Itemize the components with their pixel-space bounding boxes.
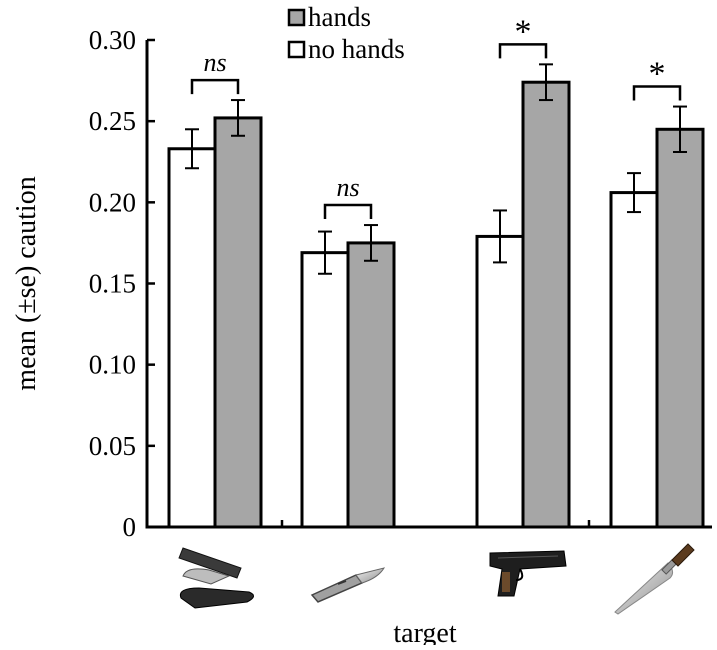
error-bar-hands-knife (673, 105, 687, 154)
gun-icon (489, 550, 567, 597)
legend-label: hands (308, 2, 371, 32)
target-icons (178, 543, 695, 615)
legend-item-hands: hands (287, 2, 371, 32)
error-bar-no-hands-scalpel (318, 230, 332, 275)
error-bar-hands-scalpel (364, 224, 378, 262)
bar-hands-stapler (213, 116, 263, 529)
y-tick-label: 0.30 (89, 25, 136, 55)
legend-swatch (287, 8, 306, 27)
error-bar-hands-gun (539, 63, 553, 102)
x-axis-title: target (393, 618, 456, 645)
significance-label: ns (336, 173, 359, 202)
y-tick-label: 0.15 (89, 269, 136, 299)
y-axis-title: mean (±se) caution (11, 176, 42, 390)
bar-no-hands-knife (609, 191, 659, 529)
significance-bracket-scalpel: ns (323, 173, 373, 220)
significance-bracket-knife: * (632, 56, 682, 101)
y-tick-label: 0.05 (89, 431, 136, 461)
bar-hands-knife (655, 127, 705, 529)
significance-bracket-stapler: ns (190, 48, 240, 95)
error-bar-hands-stapler (231, 99, 245, 137)
y-tick-label: 0 (123, 512, 137, 542)
bar-hands-scalpel (346, 241, 396, 529)
bar-no-hands-gun (475, 234, 525, 529)
knife-icon (614, 543, 695, 615)
significance-annotations: ns ns * * (190, 13, 682, 220)
significance-label: ns (203, 48, 226, 77)
bar-no-hands-scalpel (300, 251, 350, 529)
significance-bracket-gun: * (498, 13, 548, 59)
y-tick-label: 0.25 (89, 106, 136, 136)
bar-hands-gun (521, 80, 571, 529)
error-bar-no-hands-stapler (185, 128, 199, 170)
significance-label: * (515, 13, 532, 50)
bars (167, 80, 705, 529)
error-bars (185, 63, 687, 275)
axes: 0 0.05 0.10 0.15 0.20 0.25 0.30 mean (±se) caut… (11, 25, 712, 649)
significance-label: * (649, 56, 666, 93)
legend-swatch (287, 40, 306, 59)
y-tick-label: 0.10 (89, 350, 136, 380)
legend-label: no hands (308, 34, 405, 64)
error-bar-no-hands-knife (627, 172, 641, 214)
bar-no-hands-stapler (167, 147, 217, 529)
y-tick-label: 0.20 (89, 187, 136, 217)
error-bar-no-hands-gun (493, 209, 507, 264)
scalpel-icon (310, 567, 386, 603)
legend-item-no-hands: no hands (287, 34, 405, 64)
stapler-icon (178, 547, 254, 609)
